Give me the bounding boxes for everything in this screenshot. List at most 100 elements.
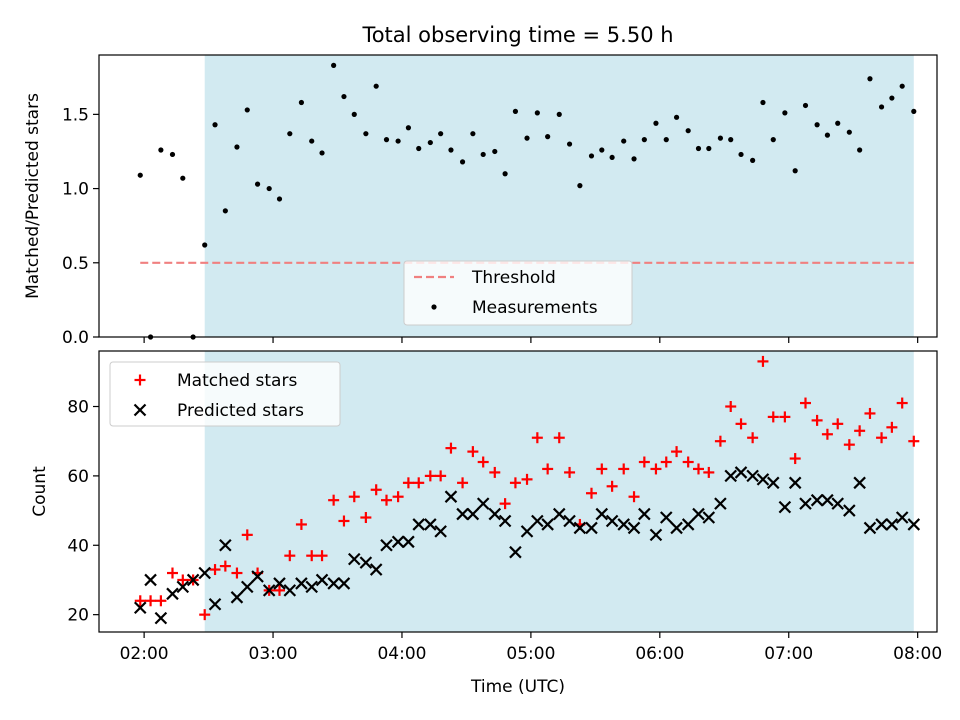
matched-star-point <box>747 432 759 444</box>
measurement-point <box>266 185 272 192</box>
measurement-point <box>631 156 637 162</box>
matched-star-point <box>779 411 791 423</box>
cross-b <box>595 507 609 521</box>
matched-star-point <box>284 550 296 562</box>
predicted-star-point <box>444 490 458 503</box>
cross-b <box>659 511 673 524</box>
predicted-star-point <box>863 521 877 535</box>
measurement-point <box>480 151 486 158</box>
measurement-point <box>234 144 240 150</box>
cross-b <box>498 514 512 528</box>
cross-b <box>821 493 834 507</box>
legend-threshold-label: Threshold <box>471 268 556 288</box>
measurement-point <box>492 148 498 155</box>
predicted-star-point <box>585 521 598 535</box>
matched-star-point <box>832 418 844 430</box>
predicted-star-point <box>649 528 663 542</box>
legend-matched-label: Matched stars <box>177 371 297 391</box>
matched-star-point <box>145 595 157 607</box>
cross-b <box>563 514 576 528</box>
cross-b <box>198 566 211 580</box>
measurement-point <box>867 76 873 82</box>
cross-b <box>724 469 738 483</box>
bottom-legend-box <box>109 361 341 427</box>
cross-b <box>605 514 619 528</box>
predicted-star-point <box>692 507 705 521</box>
predicted-star-point <box>821 493 834 507</box>
matched-star-point <box>360 512 372 524</box>
matched-star-point <box>273 584 285 596</box>
predicted-star-point <box>327 577 340 590</box>
measurement-point <box>899 83 905 89</box>
measurement-point <box>782 110 788 116</box>
chart-title: Total observing time = 5.50 h <box>361 23 673 47</box>
legend-measurements-label: Measurements <box>472 298 598 318</box>
predicted-star-point <box>498 514 512 528</box>
predicted-star-point <box>853 476 866 490</box>
legend-measurements-swatch <box>431 304 437 310</box>
predicted-star-point <box>391 535 405 549</box>
measurement-point <box>416 145 422 152</box>
predicted-star-point <box>295 577 308 590</box>
x-tick-label: 03:00 <box>249 644 298 664</box>
predicted-star-point <box>885 518 899 531</box>
legend-plus-mark <box>134 374 146 386</box>
predicted-star-point <box>531 514 544 528</box>
cross-b <box>875 518 888 531</box>
predicted-star-point <box>509 545 522 559</box>
cross-b <box>283 584 297 597</box>
matched-star-point <box>477 456 489 468</box>
matched-star-point <box>757 355 769 367</box>
matched-star-point <box>843 439 855 451</box>
measurement-point <box>717 135 724 141</box>
cross-b <box>305 580 319 594</box>
matched-star-point <box>219 560 231 572</box>
matched-star-point <box>499 498 511 510</box>
matched-star-point <box>896 397 908 409</box>
matched-star-point <box>682 456 694 468</box>
matched-star-point <box>413 477 425 489</box>
cross-b <box>509 545 522 559</box>
predicted-stars-points <box>133 466 921 625</box>
top-legend: Threshold Measurements <box>403 260 633 326</box>
cross-b <box>766 476 780 490</box>
measurement-point <box>889 95 895 101</box>
measurement-point <box>760 99 766 106</box>
matched-star-point <box>767 411 779 423</box>
x-tick-label: 05:00 <box>506 644 555 664</box>
predicted-star-point <box>488 507 502 521</box>
measurement-point <box>835 120 841 126</box>
predicted-star-point <box>573 521 587 535</box>
bottom-axis-ticks: 20 40 60 80 02:00 03:00 04:00 05:00 06:00 07:00 08… <box>67 398 942 664</box>
predicted-star-point <box>208 597 222 611</box>
predicted-star-point <box>133 601 147 614</box>
top-axis-ticks: 0.0 0.5 1.0 1.5 <box>62 105 919 348</box>
predicted-star-point <box>659 511 673 524</box>
cross-b <box>692 507 705 521</box>
predicted-star-point <box>369 563 383 576</box>
predicted-star-point <box>875 518 888 531</box>
predicted-star-point <box>831 497 845 510</box>
predicted-star-point <box>347 552 361 566</box>
measurement-point <box>814 122 820 128</box>
predicted-star-point <box>670 521 683 535</box>
x-axis-label: Time (UTC) <box>470 677 565 697</box>
cross-b <box>359 556 373 569</box>
count-panel: 20 40 60 80 02:00 03:00 04:00 05:00 06:00 07:00 08… <box>30 350 942 697</box>
legend-predicted-swatch <box>133 403 147 417</box>
cross-b <box>831 497 845 510</box>
predicted-star-point <box>895 511 909 524</box>
predicted-star-point <box>907 518 921 531</box>
cross-b <box>531 514 544 528</box>
cross-b <box>295 577 308 590</box>
predicted-star-point <box>638 507 651 521</box>
matched-star-point <box>585 487 597 499</box>
predicted-star-point <box>283 584 297 597</box>
measurement-point <box>438 131 444 137</box>
x-tick-label: 07:00 <box>764 644 813 664</box>
y-tick-label: 40 <box>67 536 89 556</box>
measurement-point <box>588 153 595 159</box>
cross-b <box>456 507 469 521</box>
measurement-point <box>878 104 885 110</box>
measurement-point <box>383 137 390 143</box>
